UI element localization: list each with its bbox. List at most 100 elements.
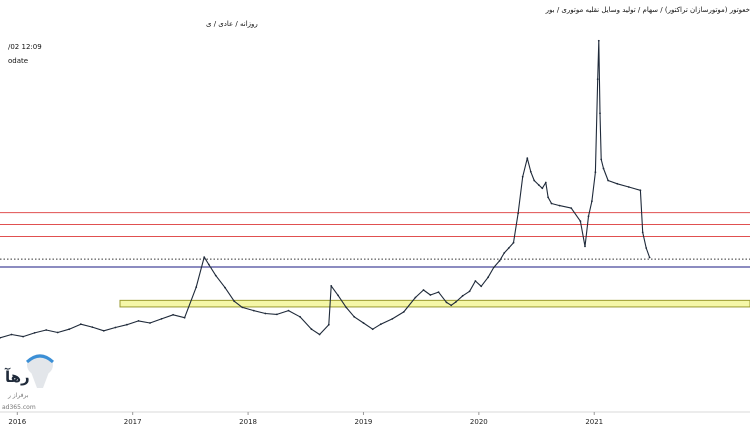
price-point [547,196,549,199]
watermark-tagline: برفراز ر [8,392,29,399]
price-point [371,328,374,331]
highlight-zone [119,299,750,308]
price-point [318,333,321,336]
price-point [450,304,453,307]
price-point [252,309,255,312]
price-point [362,322,365,324]
price-point [437,291,440,293]
price-point [310,328,313,331]
price-point [544,181,547,184]
price-point [214,274,217,277]
price-point [149,322,151,324]
update-status: odate [8,57,29,65]
price-point [264,312,267,315]
price-point [627,186,630,188]
price-point [422,289,425,291]
price-point [641,231,644,234]
price-point [429,294,432,296]
price-point [241,306,244,309]
price-point [183,316,186,319]
price-point [287,309,290,312]
price-point [0,336,1,339]
price-point [461,294,464,297]
price-point [480,285,483,288]
x-tick-label: 2021 [585,418,603,426]
price-point [517,212,519,215]
price-point [337,294,339,297]
price-point [327,323,330,326]
price-point [503,252,506,254]
price-point [137,320,140,322]
price-point [607,179,609,182]
price-point [498,259,501,262]
price-point [45,329,48,331]
price-point [616,182,619,185]
price-point [541,187,544,190]
x-tick-label: 2020 [470,418,488,426]
price-point [91,326,94,328]
x-tick-label: 2018 [239,418,257,426]
timeframe-label: روزانه / عادی / ی [206,20,258,28]
price-point [299,315,301,318]
x-tick-label: 2019 [355,418,373,426]
price-point [10,333,13,336]
price-point [195,286,198,289]
price-point [345,306,348,309]
price-point [414,296,417,299]
price-point [56,331,59,334]
price-point [570,207,573,210]
price-point [584,245,586,248]
price-point [468,290,471,293]
price-point [474,280,477,282]
datetime-label: /02 12:09 [8,43,42,51]
price-point [537,184,540,186]
price-point [529,170,532,173]
balloon-logo-icon [25,354,55,388]
price-point [445,301,448,304]
price-point [33,332,36,334]
price-point [648,256,651,259]
price-point [353,315,356,318]
price-point [594,171,597,174]
price-point [276,313,278,316]
price-point [596,78,599,80]
instrument-title: خعوتور (موتورسازان تراکتور) / سهام / تول… [545,6,750,14]
price-point [68,328,71,331]
price-point [379,323,382,326]
price-point [330,285,333,287]
price-point [602,167,605,170]
price-point [233,300,236,303]
price-point [203,256,206,258]
price-point [587,215,590,218]
price-point [579,220,582,223]
price-point [79,323,82,326]
price-point [172,313,175,316]
price-point [591,200,593,203]
price-point [402,311,405,313]
price-point [391,318,394,320]
price-point [599,112,601,115]
price-point [224,286,226,289]
price-point [22,335,24,338]
price-series-line [0,40,651,339]
x-tick-label: 2017 [124,418,142,426]
price-point [597,39,600,42]
watermark-brand: رهآ [5,368,30,386]
price-point [487,276,489,279]
price-point [492,266,495,269]
price-point [526,157,529,160]
watermark-url: ad365.com [2,404,36,411]
price-point [160,318,163,320]
price-point [558,204,561,207]
price-point [600,158,603,161]
price-point [639,189,642,192]
x-tick-label: 2016 [8,418,26,426]
price-point [512,241,515,244]
price-point [207,263,210,266]
price-point [521,175,524,178]
price-point [645,247,648,249]
price-point [533,179,536,182]
price-point [126,323,128,326]
